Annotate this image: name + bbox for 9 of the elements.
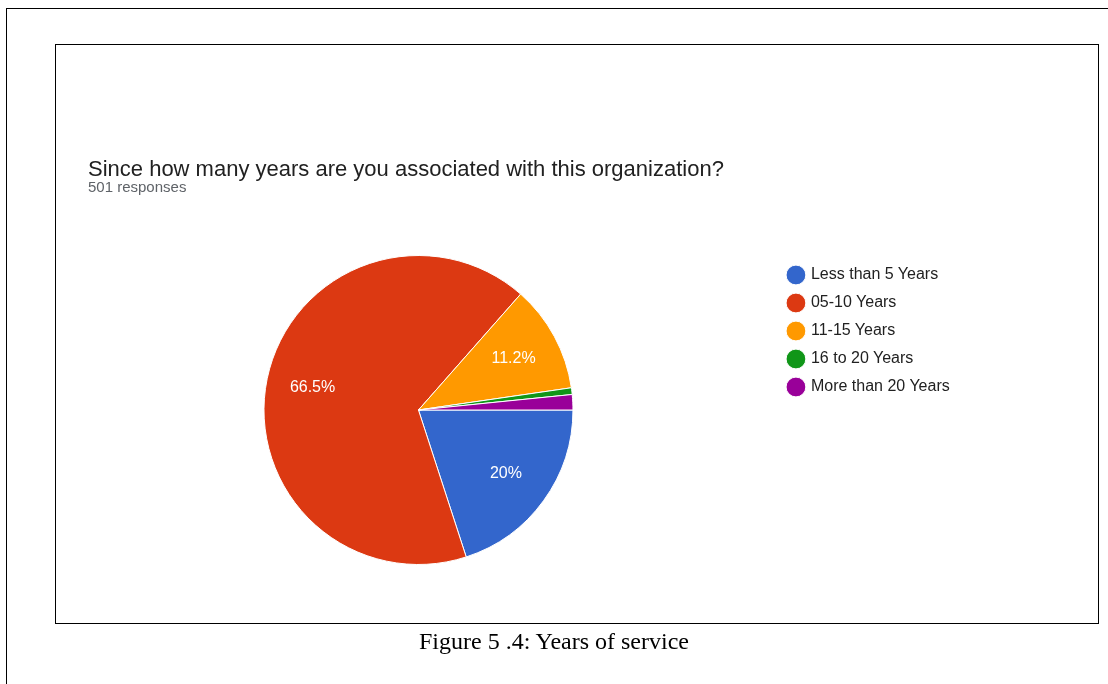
caption: Figure 5 .4: Years of service bbox=[418, 628, 690, 655]
data-label: 11.2% bbox=[491, 348, 536, 366]
legend-label: 11-15 Years bbox=[810, 321, 896, 339]
legend-label: 16 to 20 Years bbox=[810, 349, 914, 367]
legend-label: 05-10 Years bbox=[810, 293, 897, 311]
legend-label: Less than 5 Years bbox=[810, 265, 939, 283]
legend-label: More than 20 Years bbox=[810, 377, 950, 395]
data-label: 20% bbox=[489, 463, 522, 481]
data-label: 66.5% bbox=[289, 378, 336, 396]
